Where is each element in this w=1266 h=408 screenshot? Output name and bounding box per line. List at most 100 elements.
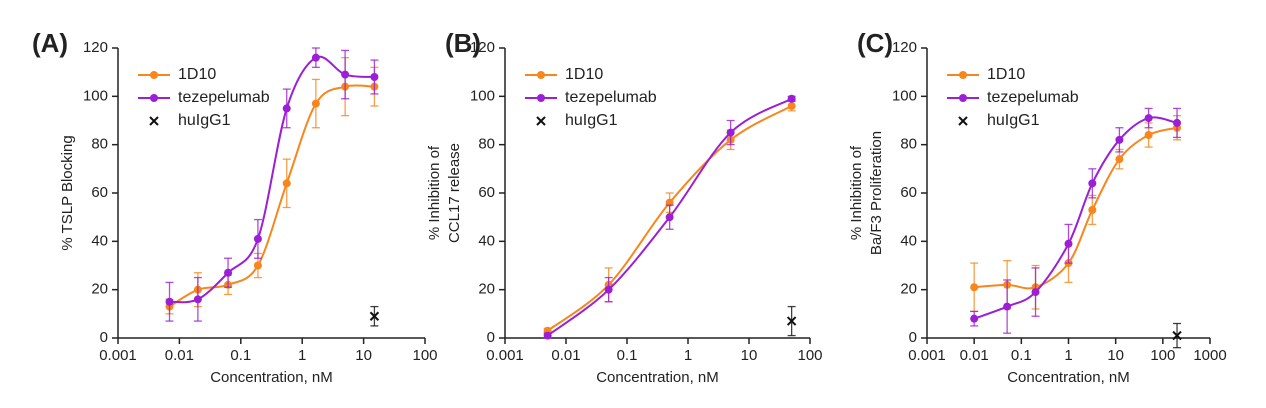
marker: [1031, 288, 1040, 297]
panel: (B) 0 20 40 60 80 100 120 0.001 0.01 0.1 1 10 100 Conc…: [426, 28, 823, 386]
marker: [1173, 118, 1182, 127]
marker: [282, 104, 291, 113]
panel-label: (C): [857, 28, 893, 58]
legend-symbol: [537, 94, 545, 102]
y-tick-label: 20: [900, 281, 917, 298]
x-tick-label: 10: [741, 347, 758, 364]
y-tick-label: 120: [470, 39, 495, 56]
marker: [282, 179, 291, 188]
x-axis-label: Concentration, nM: [596, 369, 719, 386]
marker: [369, 311, 380, 321]
marker: [1088, 205, 1097, 214]
marker: [1115, 155, 1124, 164]
marker: [253, 234, 262, 243]
x-tick-label: 0.01: [960, 347, 989, 364]
legend-label: 1D10: [178, 66, 216, 83]
y-axis-label: % TSLP Blocking: [59, 135, 76, 250]
y-tick-label: 20: [478, 281, 495, 298]
y-tick-label: 60: [478, 184, 495, 201]
legend-label: 1D10: [987, 66, 1025, 83]
y-tick-label: 80: [91, 136, 108, 153]
marker: [311, 99, 320, 108]
x-axis-label: Concentration, nM: [210, 369, 333, 386]
marker: [165, 297, 174, 306]
y-tick-label: 60: [900, 184, 917, 201]
legend-symbol: [537, 71, 545, 79]
panel-label: (A): [32, 28, 68, 58]
x-tick-label: 1: [298, 347, 306, 364]
x-tick-label: 1: [684, 347, 692, 364]
y-tick-label: 40: [478, 232, 495, 249]
marker: [341, 70, 350, 79]
x-tick-label: 1000: [1193, 347, 1226, 364]
y-axis-label: % Inhibition of: [426, 145, 443, 240]
fit-curve: [168, 84, 375, 308]
x-axis-label: Concentration, nM: [1007, 369, 1130, 386]
y-tick-label: 20: [91, 281, 108, 298]
y-tick-label: 0: [909, 329, 917, 346]
y-axis-label: CCL17 release: [446, 143, 463, 243]
legend-label: 1D10: [565, 66, 603, 83]
marker: [311, 53, 320, 62]
x-tick-label: 0.1: [1011, 347, 1032, 364]
y-tick-label: 120: [83, 39, 108, 56]
fit-curve: [169, 55, 375, 304]
panel-label: (B): [445, 28, 481, 58]
marker: [1144, 114, 1153, 123]
marker: [370, 73, 379, 81]
marker: [1003, 302, 1012, 311]
y-tick-label: 80: [478, 136, 495, 153]
marker: [604, 285, 613, 294]
marker: [1088, 179, 1097, 188]
panel: (C) 0 20 40 60 80 100 120 0.001 0.01 0.1 1 10 100 1000…: [848, 28, 1227, 386]
y-axis-label: % Inhibition of: [848, 145, 865, 240]
marker: [970, 283, 979, 292]
legend-label: huIgG1: [565, 112, 618, 129]
y-tick-label: 0: [100, 329, 108, 346]
panel: (A) 0 20 40 60 80 100 120 0.001 0.01 0.1 1 10 100 Conc…: [32, 28, 438, 386]
x-tick-label: 0.1: [230, 347, 251, 364]
legend-symbol: [959, 94, 967, 102]
x-tick-label: 0.001: [99, 347, 137, 364]
legend-symbol: [149, 116, 159, 126]
x-tick-label: 1: [1064, 347, 1072, 364]
marker: [787, 94, 796, 103]
y-tick-label: 60: [91, 184, 108, 201]
legend-label: tezepelumab: [565, 89, 657, 106]
x-tick-label: 0.001: [908, 347, 946, 364]
marker: [787, 102, 796, 110]
fit-curve: [974, 126, 1178, 290]
marker: [665, 213, 674, 222]
y-tick-label: 40: [900, 232, 917, 249]
x-tick-label: 0.1: [617, 347, 638, 364]
marker: [224, 268, 233, 277]
legend-symbol: [150, 71, 158, 79]
y-tick-label: 80: [900, 136, 917, 153]
marker: [253, 261, 262, 270]
y-tick-label: 40: [91, 232, 108, 249]
x-tick-label: 0.01: [165, 347, 194, 364]
legend-label: huIgG1: [987, 112, 1040, 129]
legend-symbol: [958, 116, 968, 126]
y-axis-label: Ba/F3 Proliferation: [868, 131, 885, 255]
marker: [1115, 135, 1124, 144]
marker: [726, 128, 735, 137]
marker: [193, 295, 202, 304]
legend-symbol: [959, 71, 967, 79]
y-tick-label: 100: [892, 87, 917, 104]
y-tick-label: 100: [83, 87, 108, 104]
x-tick-label: 100: [412, 347, 437, 364]
y-tick-label: 120: [892, 39, 917, 56]
marker: [1144, 131, 1153, 139]
legend-symbol: [536, 116, 546, 126]
marker: [786, 316, 797, 326]
x-tick-label: 0.01: [551, 347, 580, 364]
marker: [970, 314, 979, 323]
x-tick-label: 0.001: [486, 347, 524, 364]
marker: [1064, 239, 1073, 248]
marker: [543, 331, 552, 340]
x-tick-label: 100: [797, 347, 822, 364]
legend-label: huIgG1: [178, 112, 231, 129]
legend-label: tezepelumab: [987, 89, 1079, 106]
